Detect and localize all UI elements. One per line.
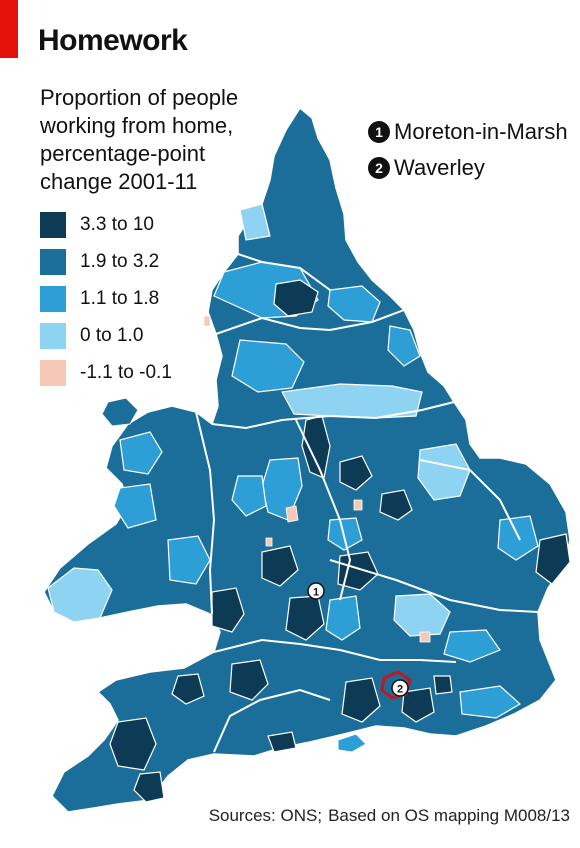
callout-item: 1 Moreton-in-Marsh [368,114,568,150]
source-note: Sources: ONS; Based on OS mapping M008/13 [209,806,570,826]
legend-swatch [40,359,66,386]
callout-label: Moreton-in-Marsh [394,119,568,144]
marker-waverley: 2 [391,679,409,697]
legend-label: 1.9 to 3.2 [80,250,160,272]
callout-label: Waverley [394,155,485,180]
callout-list: 1 Moreton-in-Marsh 2 Waverley [368,114,568,186]
legend-item: 3.3 to 10 [40,206,172,243]
marker-moreton-in-marsh: 1 [307,582,325,600]
subtitle-line: percentage-point [40,141,206,166]
map-legend: 3.3 to 10 1.9 to 3.2 1.1 to 1.8 0 to 1.0… [40,206,172,391]
region-borders [195,253,539,753]
legend-item: -1.1 to -0.1 [40,354,172,391]
subtitle-line: Proportion of people [40,85,239,110]
chart-subtitle: Proportion of people working from home, … [40,84,270,196]
subtitle-line: working from home, [40,113,234,138]
legend-item: 1.1 to 1.8 [40,280,172,317]
legend-swatch [40,285,66,312]
marker-number: 1 [313,587,319,599]
source-detail: Based on OS mapping M008/13 [328,806,570,825]
legend-label: 0 to 1.0 [80,324,144,346]
chart-title: Homework [38,24,188,57]
legend-label: 3.3 to 10 [80,213,154,235]
anglesey [101,397,139,427]
legend-swatch [40,211,66,238]
legend-swatch [40,322,66,349]
region-patches [47,203,571,803]
brand-tab [0,0,18,58]
subtitle-line: change 2001-11 [40,169,198,194]
callout-item: 2 Waverley [368,150,568,186]
negative-patches [203,315,431,643]
legend-label: -1.1 to -0.1 [80,361,172,383]
legend-label: 1.1 to 1.8 [80,287,160,309]
number-badge: 2 [368,157,390,179]
legend-swatch [40,248,66,275]
isle-of-wight [337,733,367,753]
legend-item: 0 to 1.0 [40,317,172,354]
marker-number: 2 [397,684,403,696]
legend-item: 1.9 to 3.2 [40,243,172,280]
source-prefix: Sources: ONS; [208,806,323,825]
number-badge: 1 [368,121,390,143]
